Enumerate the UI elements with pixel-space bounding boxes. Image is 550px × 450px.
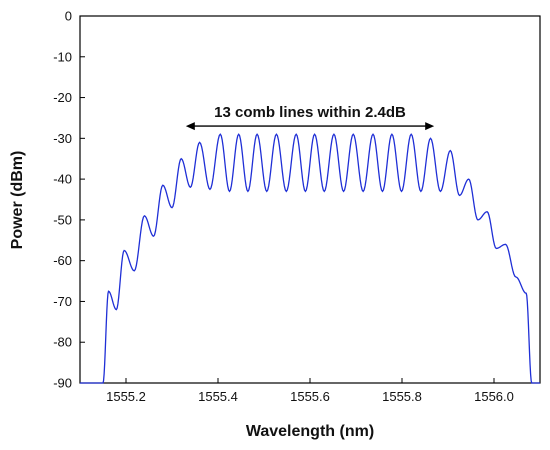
x-axis-title: Wavelength (nm) bbox=[246, 423, 374, 440]
x-axis: 1555.2 1555.4 1555.6 1555.8 1556.0 bbox=[106, 378, 514, 404]
annotation: 13 comb lines within 2.4dB bbox=[185, 104, 435, 131]
arrow-head-left bbox=[185, 122, 195, 131]
y-axis: 0 -10 -20 -30 -40 -50 -60 -70 -80 -90 bbox=[53, 9, 85, 391]
arrow-head-right bbox=[425, 122, 435, 131]
y-tick-label: -30 bbox=[53, 131, 72, 146]
y-tick-label: -20 bbox=[53, 90, 72, 105]
y-tick-label: -50 bbox=[53, 212, 72, 227]
x-tick-label: 1555.2 bbox=[106, 389, 146, 404]
y-tick-label: -90 bbox=[53, 376, 72, 391]
y-tick-label: 0 bbox=[65, 9, 72, 24]
x-tick-label: 1555.8 bbox=[382, 389, 422, 404]
y-tick-label: -60 bbox=[53, 253, 72, 268]
plot-frame bbox=[79, 15, 541, 384]
x-tick-label: 1556.0 bbox=[474, 389, 514, 404]
y-tick-label: -10 bbox=[53, 49, 72, 64]
y-tick-label: -70 bbox=[53, 294, 72, 309]
x-tick-label: 1555.4 bbox=[198, 389, 238, 404]
x-tick-label: 1555.6 bbox=[290, 389, 330, 404]
plot-area: 1555.2 1555.4 1555.6 1555.8 1556.0 0 -10 -20 -3… bbox=[53, 9, 541, 404]
annotation-text: 13 comb lines within 2.4dB bbox=[214, 104, 406, 121]
spectrum-line bbox=[80, 133, 540, 384]
y-tick-label: -40 bbox=[53, 172, 72, 187]
y-tick-label: -80 bbox=[53, 335, 72, 350]
y-axis-title: Power (dBm) bbox=[9, 151, 26, 250]
